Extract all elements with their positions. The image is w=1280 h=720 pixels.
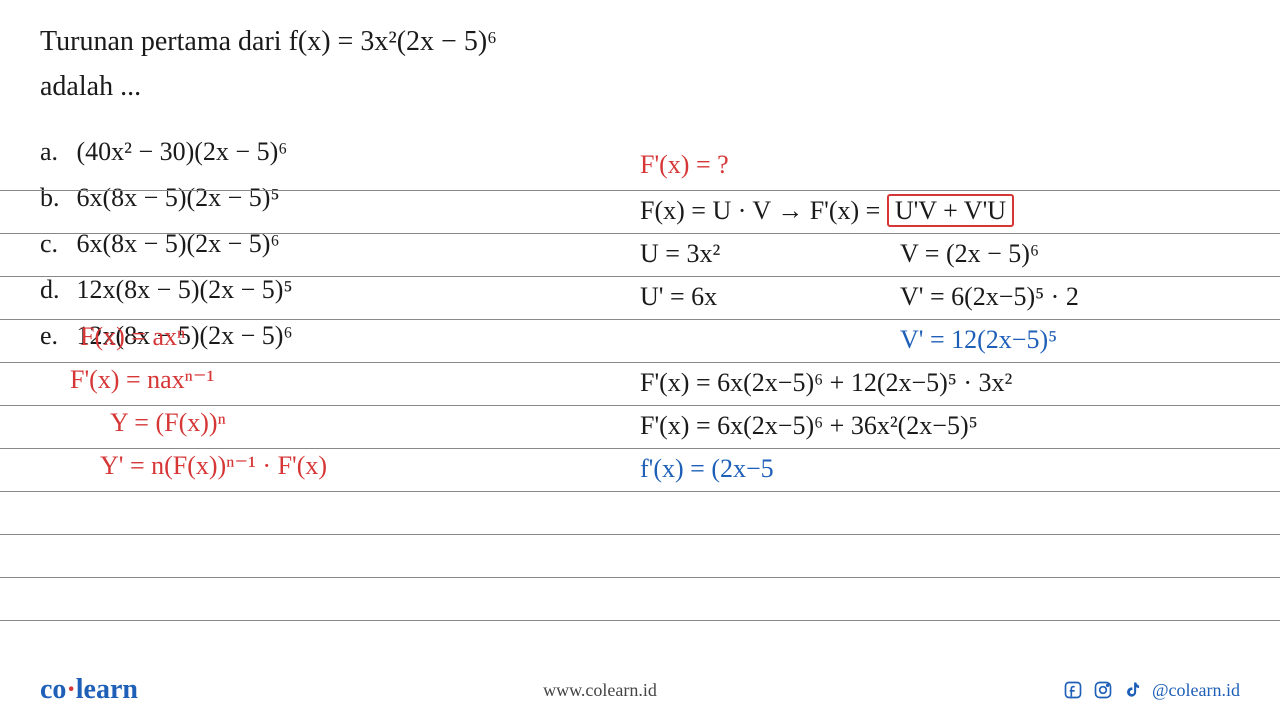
ruled-line: [0, 534, 1280, 535]
hw-r3b: V = (2x − 5)⁶: [900, 239, 1039, 269]
ruled-line: [0, 620, 1280, 621]
hw-r4a: U' = 6x: [640, 282, 717, 312]
instagram-icon: [1092, 679, 1114, 701]
logo-learn: learn: [76, 674, 138, 705]
hw-r2b-boxed: U'V + V'U: [887, 194, 1014, 227]
option-c-label: c.: [40, 222, 70, 266]
ruled-line: [0, 491, 1280, 492]
question-text: Turunan pertama dari f(x) = 3x²(2x − 5)⁶…: [40, 20, 1240, 110]
ruled-line: [0, 190, 1280, 191]
hw-left1: F(x) = axⁿ: [80, 322, 185, 352]
tiktok-icon: [1122, 679, 1144, 701]
ruled-line: [0, 448, 1280, 449]
hw-r4b: V' = 6(2x−5)⁵ · 2: [900, 282, 1079, 312]
ruled-line: [0, 319, 1280, 320]
question-line2: adalah ...: [40, 71, 141, 102]
facebook-icon: [1062, 679, 1084, 701]
footer: co·learn www.colearn.id @colearn.id: [0, 660, 1280, 720]
option-d-label: d.: [40, 268, 70, 312]
hw-left3: Y = (F(x))ⁿ: [110, 408, 226, 438]
option-e-label: e.: [40, 314, 70, 358]
hw-r6: F'(x) = 6x(2x−5)⁶ + 12(2x−5)⁵ · 3x²: [640, 368, 1012, 398]
hw-r1: F'(x) = ?: [640, 150, 729, 180]
logo-co: co: [40, 674, 66, 705]
hw-r2a: F(x) = U · V → F'(x) =: [640, 196, 880, 225]
hw-r2-row: F(x) = U · V → F'(x) = U'V + V'U: [640, 196, 1014, 226]
option-a-text: (40x² − 30)(2x − 5)⁶: [77, 137, 288, 166]
ruled-line: [0, 233, 1280, 234]
ruled-line: [0, 276, 1280, 277]
ruled-line: [0, 405, 1280, 406]
option-b-text: 6x(8x − 5)(2x − 5)⁵: [77, 183, 280, 212]
footer-url: www.colearn.id: [543, 680, 657, 701]
question-line1: Turunan pertama dari f(x) = 3x²(2x − 5)⁶: [40, 26, 497, 57]
option-b-label: b.: [40, 176, 70, 220]
social-handle: @colearn.id: [1152, 680, 1240, 701]
option-a-label: a.: [40, 130, 70, 174]
hw-r7: F'(x) = 6x(2x−5)⁶ + 36x²(2x−5)⁵: [640, 411, 978, 441]
social-links: @colearn.id: [1062, 679, 1240, 701]
option-e: e. 12x(8x − 5)(2x − 5)⁶: [40, 314, 1240, 358]
ruled-line: [0, 577, 1280, 578]
hw-r3a: U = 3x²: [640, 239, 720, 269]
hw-r8: f'(x) = (2x−5: [640, 454, 774, 484]
ruled-line: [0, 362, 1280, 363]
logo: co·learn: [40, 674, 138, 706]
hw-r5: V' = 12(2x−5)⁵: [900, 325, 1057, 355]
option-d-text: 12x(8x − 5)(2x − 5)⁵: [77, 275, 293, 304]
logo-dot: ·: [66, 674, 75, 705]
hw-left2: F'(x) = naxⁿ⁻¹: [70, 365, 214, 395]
hw-left4: Y' = n(F(x))ⁿ⁻¹ · F'(x): [100, 451, 327, 481]
